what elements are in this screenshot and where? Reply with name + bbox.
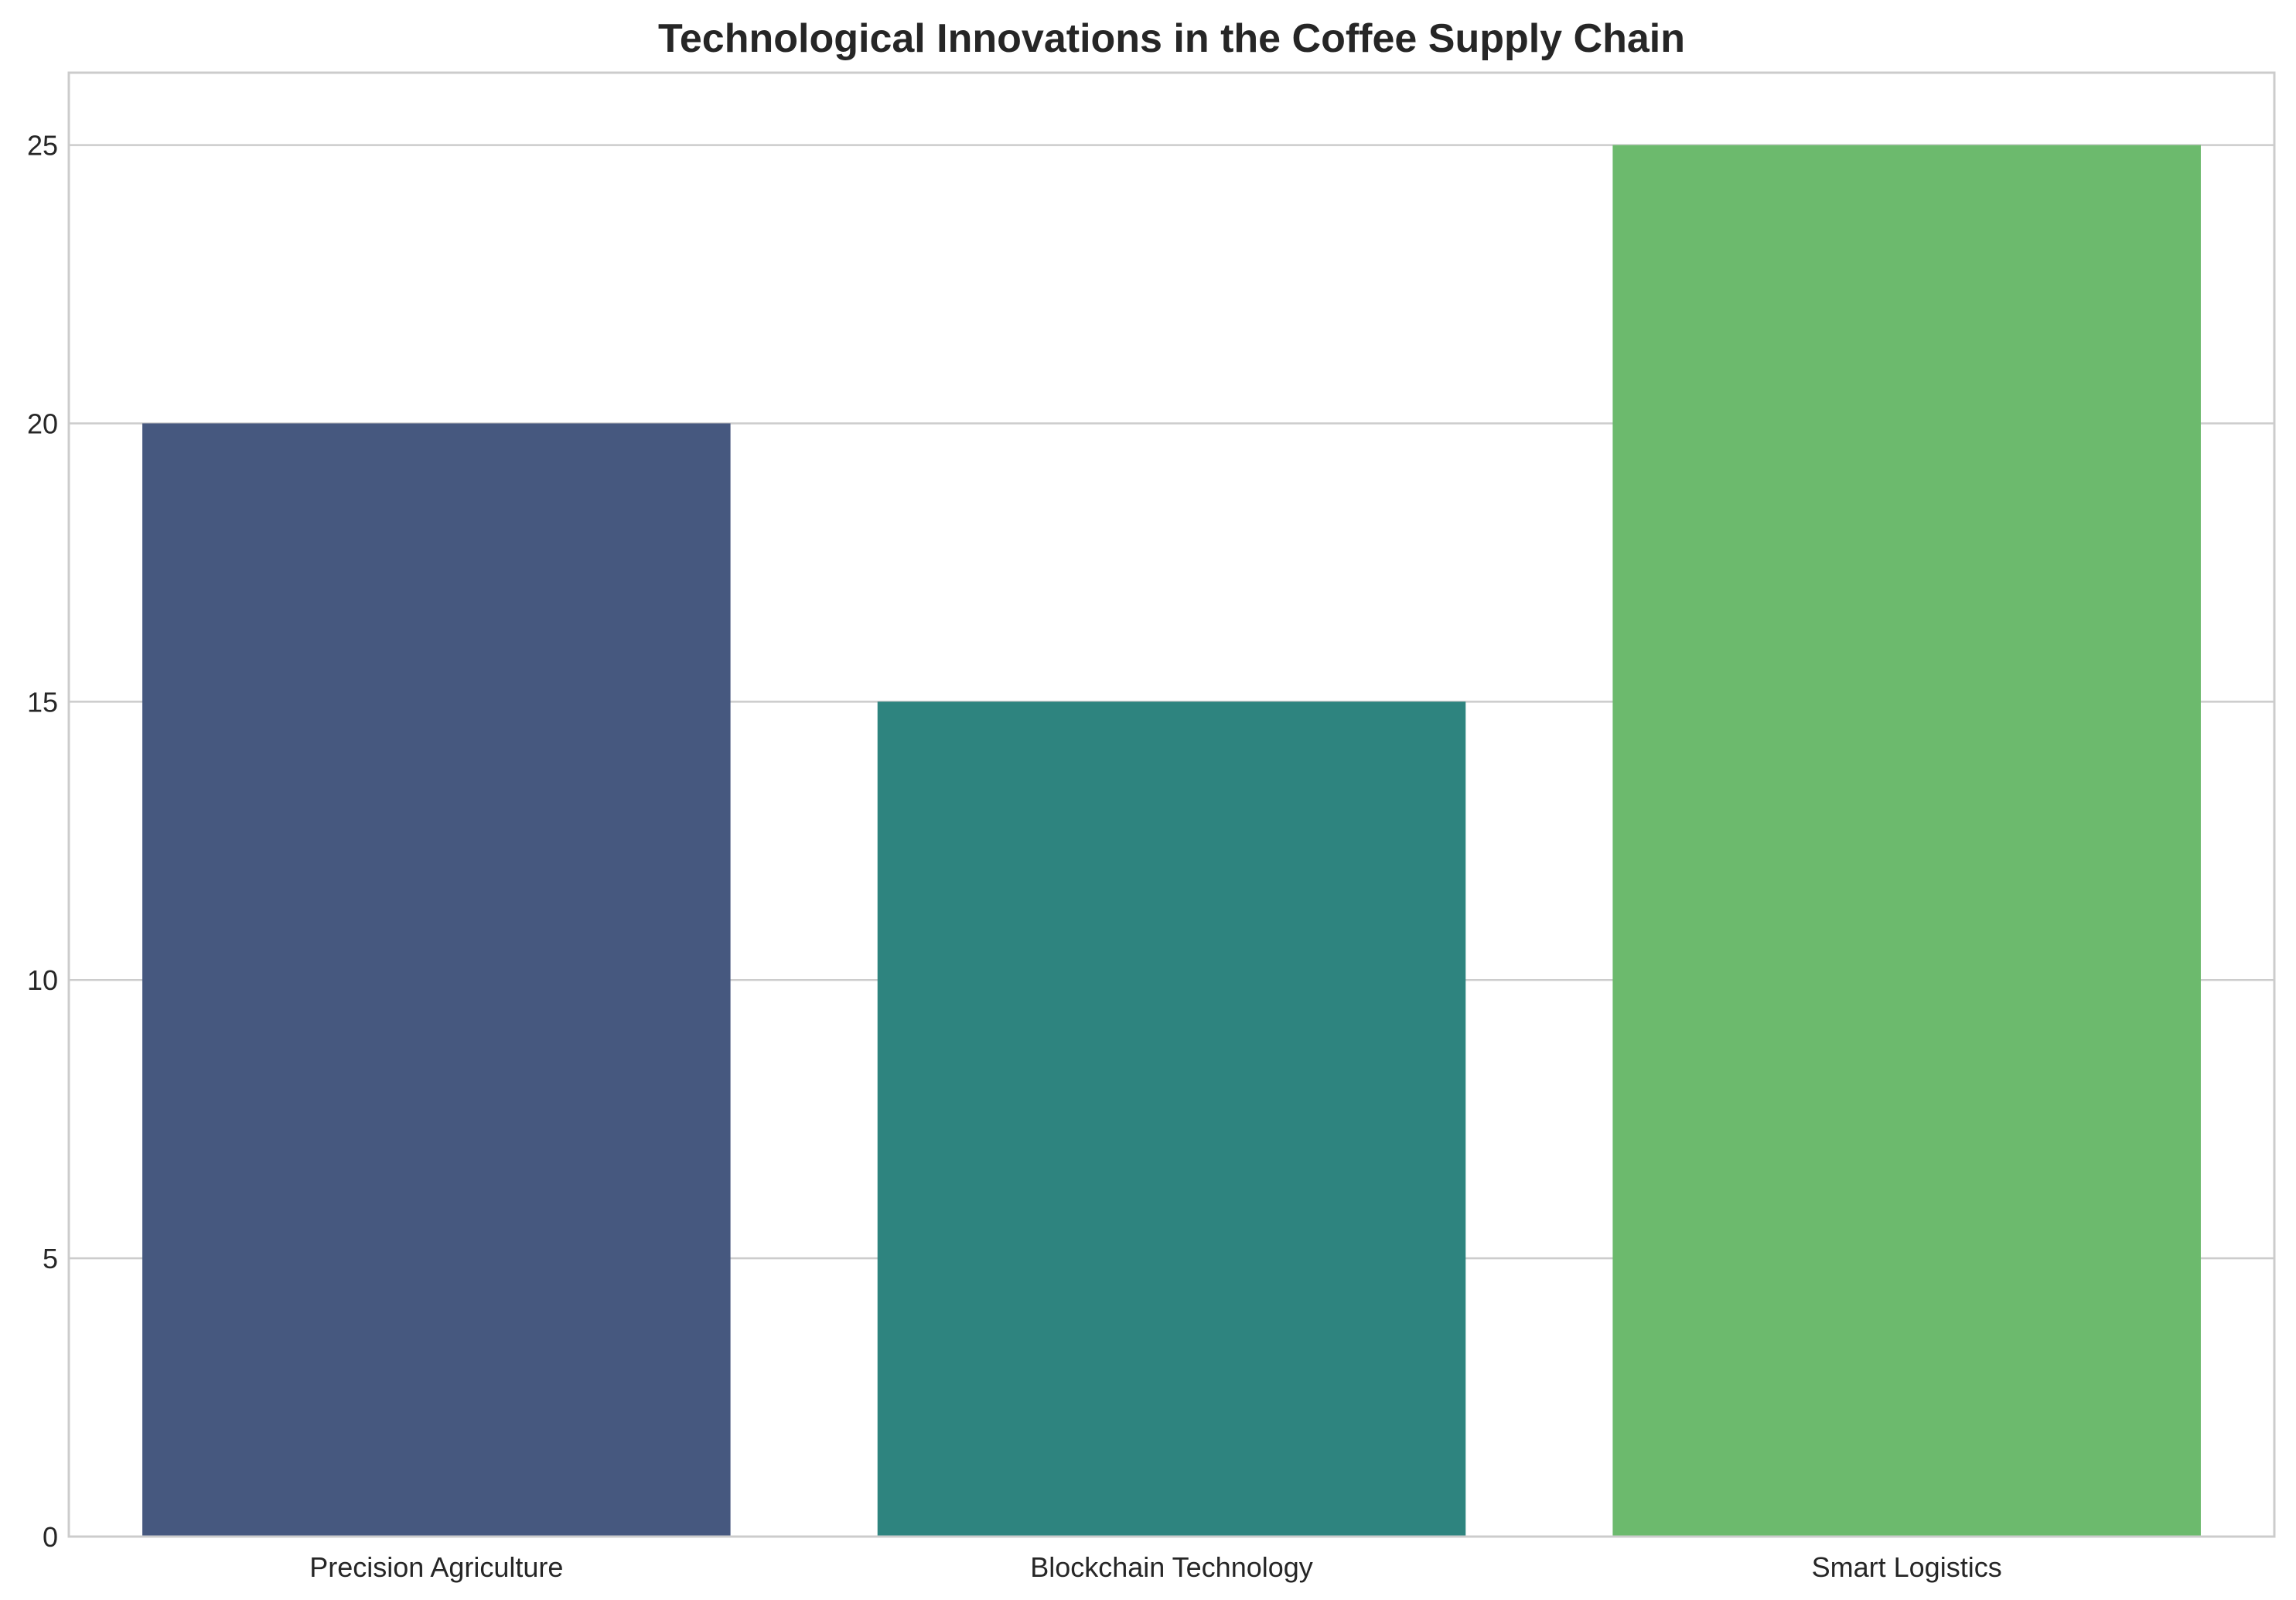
bar-precision-agriculture [142,423,731,1537]
y-tick-label: 20 [27,408,58,439]
x-tick-label: Smart Logistics [1812,1551,2002,1583]
plot-frame [67,71,2276,1538]
x-tick-label: Blockchain Technology [1030,1551,1313,1583]
chart-title: Technological Innovations in the Coffee … [658,16,1685,61]
bar-blockchain-technology [877,701,1466,1537]
y-tick-label: 5 [43,1243,58,1274]
y-tick-label: 15 [27,686,58,718]
y-tick-label: 10 [27,964,58,996]
y-tick-label: 0 [43,1521,58,1553]
x-axis: Precision Agriculture Blockchain Technolo… [309,1551,2001,1583]
x-tick-label: Precision Agriculture [309,1551,563,1583]
y-axis: 0 5 10 15 20 25 [27,130,58,1553]
bars [142,145,2201,1537]
y-tick-label: 25 [27,130,58,162]
bar-smart-logistics [1612,145,2201,1537]
